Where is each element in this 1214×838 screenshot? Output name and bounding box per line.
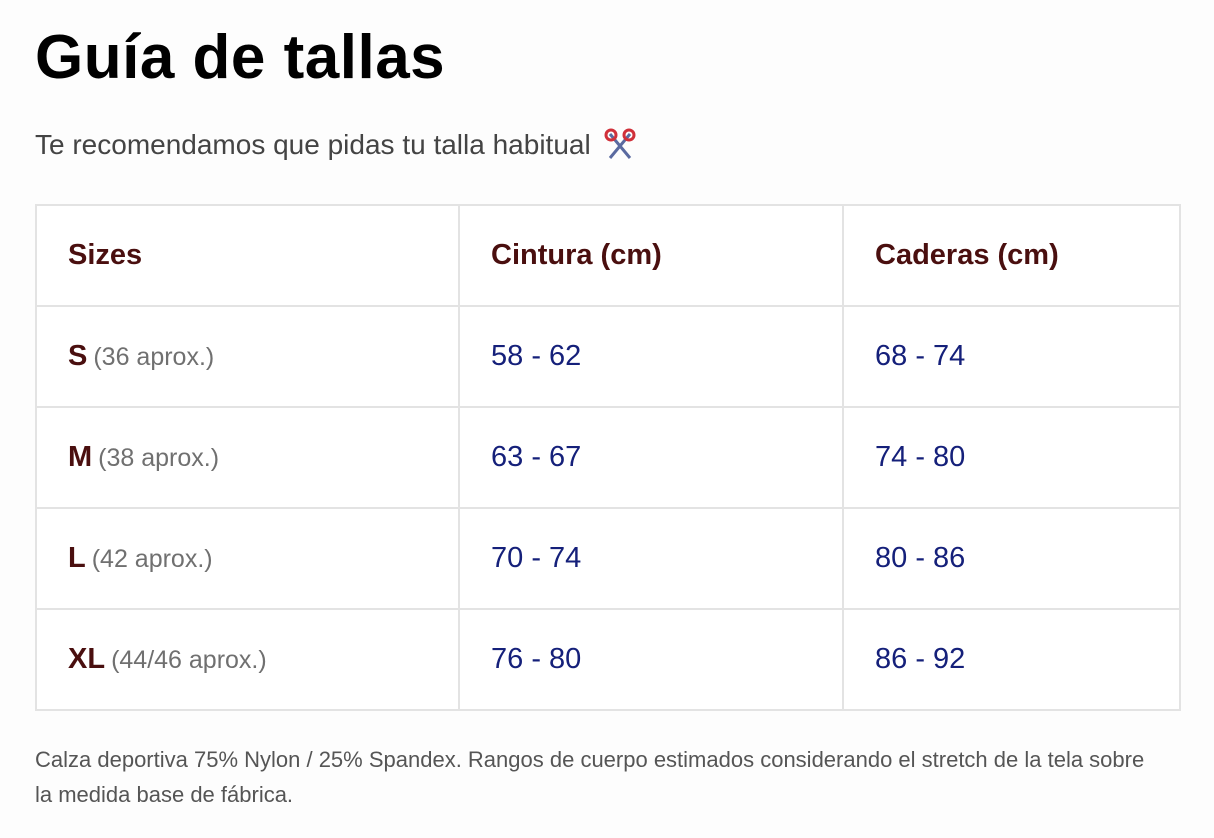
size-label: L [68, 542, 86, 574]
size-label: S [68, 340, 88, 372]
size-note: (38 aprox.) [98, 444, 220, 472]
size-note: (42 aprox.) [91, 545, 213, 573]
size-note: (36 aprox.) [93, 343, 215, 371]
size-label: M [68, 441, 93, 473]
waist-cell: 63 - 67 [458, 406, 844, 509]
size-row: M (38 aprox.) 63 - 67 74 - 80 [35, 406, 1181, 509]
size-row: XL (44/46 aprox.) 76 - 80 86 - 92 [35, 608, 1181, 711]
size-cell: M (38 aprox.) [35, 406, 460, 509]
size-row: L (42 aprox.) 70 - 74 80 - 86 [35, 507, 1181, 610]
hips-cell: 80 - 86 [842, 507, 1181, 610]
subtitle: Te recomendamos que pidas tu talla habit… [35, 129, 591, 160]
scissors-icon [604, 128, 636, 159]
header-row: Sizes Cintura (cm) Caderas (cm) [35, 204, 1181, 307]
hips-cell: 74 - 80 [842, 406, 1181, 509]
column-header: Sizes [35, 204, 460, 307]
table-body: S (36 aprox.) 58 - 62 68 - 74 M (38 aprox.) 63… [35, 305, 1181, 711]
column-header: Cintura (cm) [458, 204, 844, 307]
subtitle-row: Te recomendamos que pidas tu talla habit… [35, 128, 637, 162]
size-cell: S (36 aprox.) [35, 305, 460, 408]
column-header: Caderas (cm) [842, 204, 1181, 307]
size-cell: XL (44/46 aprox.) [35, 608, 460, 711]
hips-cell: 86 - 92 [842, 608, 1181, 711]
size-cell: L (42 aprox.) [35, 507, 460, 610]
size-table: Sizes Cintura (cm) Caderas (cm) S (36 apr… [35, 204, 1181, 711]
waist-cell: 58 - 62 [458, 305, 844, 408]
size-row: S (36 aprox.) 58 - 62 68 - 74 [35, 305, 1181, 408]
footnote: Calza deportiva 75% Nylon / 25% Spandex.… [35, 747, 1145, 807]
waist-cell: 76 - 80 [458, 608, 844, 711]
hips-cell: 68 - 74 [842, 305, 1181, 408]
waist-cell: 70 - 74 [458, 507, 844, 610]
page-title: Guía de tallas [35, 23, 446, 92]
size-label: XL [68, 643, 106, 675]
size-note: (44/46 aprox.) [111, 646, 267, 674]
